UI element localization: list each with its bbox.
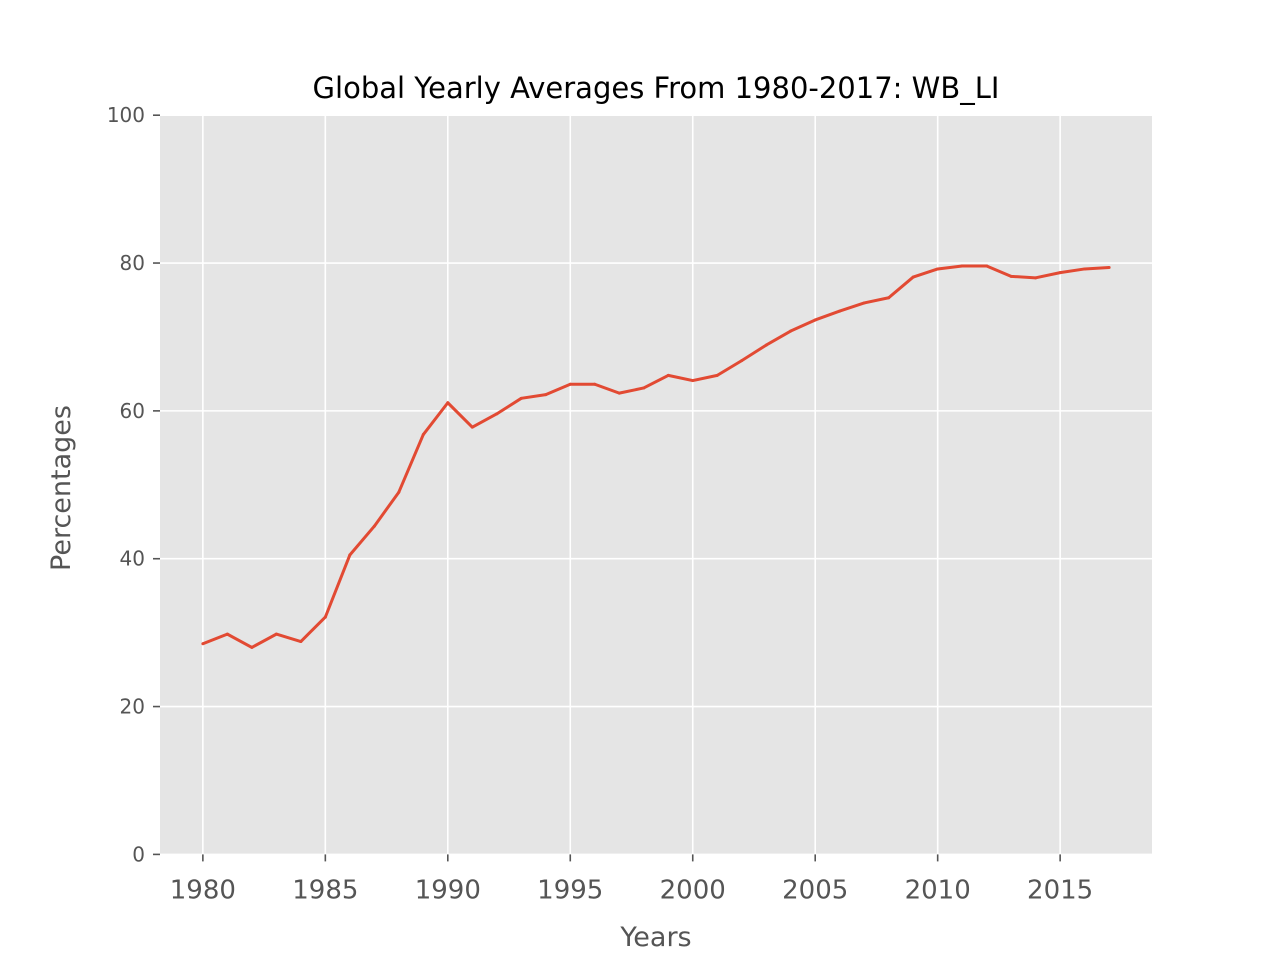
data-point [568,382,572,386]
data-point [813,318,817,322]
chart-title: Global Yearly Averages From 1980-2017: W… [313,71,1000,105]
data-point [421,433,425,437]
x-tick-label: 1980 [170,875,236,905]
data-point [372,524,376,528]
y-tick-label: 100 [107,103,145,127]
data-point [911,275,915,279]
x-tick-label: 1985 [292,875,358,905]
x-tick-label: 2000 [660,875,726,905]
data-points [201,264,1111,649]
data-point [666,373,670,377]
series-line [202,264,1110,649]
data-point [838,309,842,313]
data-point [348,553,352,557]
x-axis-label: Years [619,922,691,953]
data-point [1083,267,1087,271]
y-tick-label: 0 [132,842,145,866]
data-point [764,343,768,347]
y-tick-label: 20 [120,695,145,719]
data-point [740,359,744,363]
y-tick-label: 80 [120,251,145,275]
data-point [1058,271,1062,275]
x-tick-label: 1995 [537,875,603,905]
data-point [1009,274,1013,278]
x-tick-label: 2005 [782,875,848,905]
data-point [862,301,866,305]
data-point [789,329,793,333]
y-axis-label: Percentages [46,405,77,571]
x-tick-label: 2015 [1027,875,1093,905]
data-point [250,645,254,649]
x-tick-label: 2010 [905,875,971,905]
y-tick-label: 40 [120,547,145,571]
data-point [225,632,229,636]
data-point [519,396,523,400]
data-point [1107,265,1111,269]
data-point [887,296,891,300]
data-point [299,640,303,644]
data-point [323,615,327,619]
data-point [544,393,548,397]
data-point [936,267,940,271]
data-point [960,264,964,268]
data-point [985,264,989,268]
y-tick-label: 60 [120,399,145,423]
data-point [397,490,401,494]
data-point [274,632,278,636]
y-tick-labels: 0 20 40 60 80 100 [107,103,145,866]
x-tick-label: 1990 [415,875,481,905]
x-tick-labels: 1980 1985 1990 1995 2000 2005 2010 2015 [170,875,1093,905]
data-point [691,379,695,383]
data-point [642,386,646,390]
data-point [495,412,499,416]
data-point [470,425,474,429]
plot-area [160,115,1152,855]
data-point [715,373,719,377]
data-point [446,401,450,405]
data-point [617,391,621,395]
data-point [593,382,597,386]
data-point [201,642,205,646]
tick-marks [153,114,1061,862]
data-point [1034,276,1038,280]
